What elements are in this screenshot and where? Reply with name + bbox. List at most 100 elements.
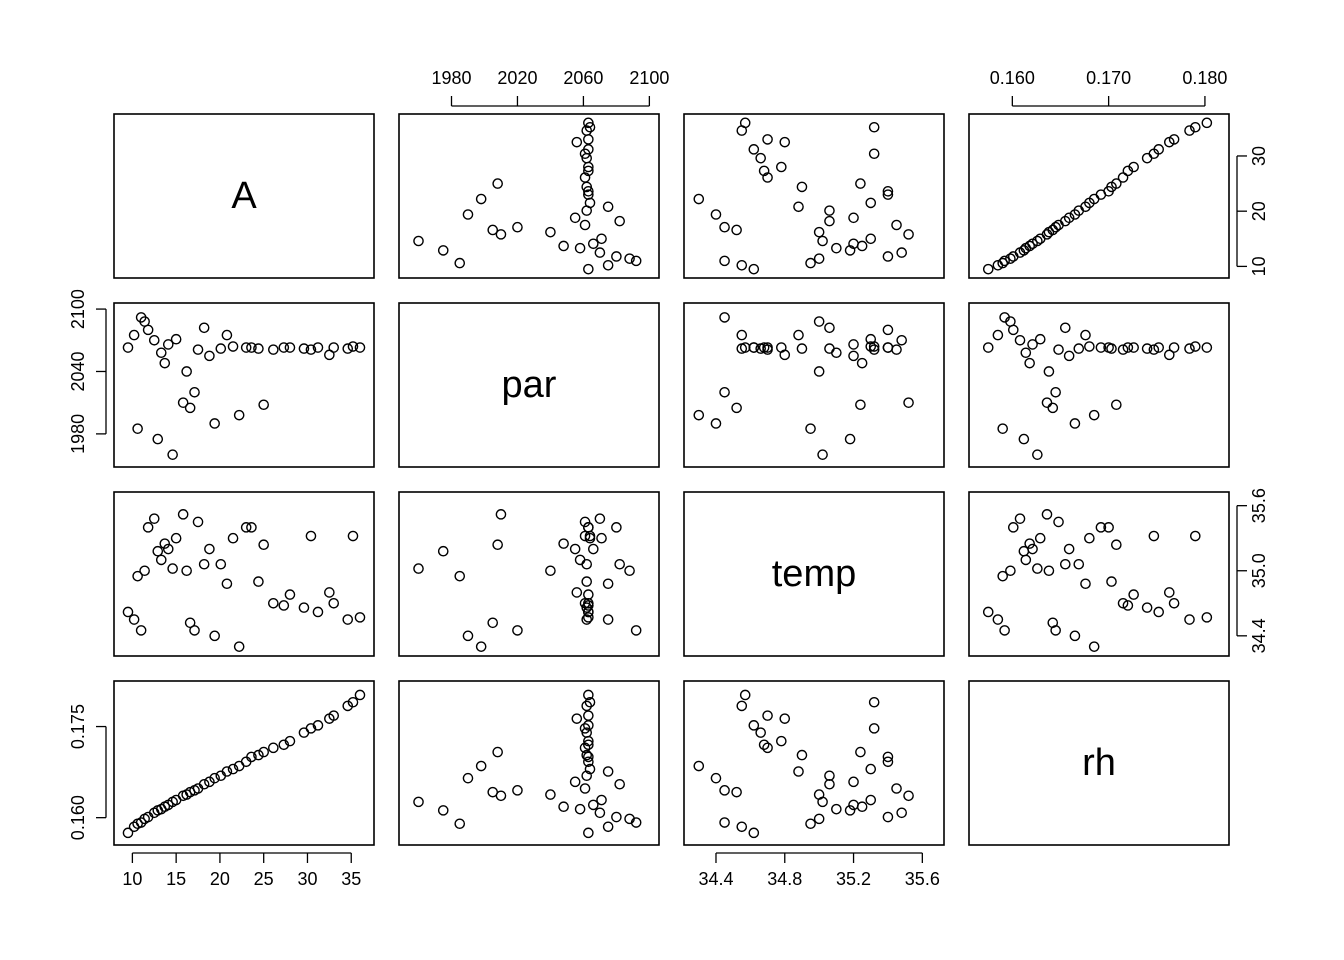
point-A-rh bbox=[1047, 224, 1059, 236]
point-A-par bbox=[584, 197, 596, 209]
point-rh-temp bbox=[748, 720, 760, 731]
point-rh-par bbox=[545, 789, 556, 800]
point-A-rh bbox=[1103, 186, 1114, 197]
point-par-A bbox=[305, 344, 317, 355]
point-A-temp bbox=[719, 221, 730, 233]
point-par-temp bbox=[813, 316, 825, 327]
point-temp-par bbox=[495, 509, 507, 520]
tick-label-right-A: 20 bbox=[1249, 201, 1269, 221]
point-par-rh bbox=[1059, 322, 1071, 334]
point-par-rh bbox=[1148, 344, 1160, 355]
point-temp-A bbox=[204, 543, 215, 555]
panel-temp-rh bbox=[968, 491, 1230, 657]
point-temp-A bbox=[189, 625, 200, 636]
point-temp-par bbox=[579, 516, 591, 528]
point-temp-par bbox=[611, 522, 622, 533]
point-par-temp bbox=[896, 334, 907, 346]
point-par-temp bbox=[882, 324, 894, 336]
point-par-temp bbox=[813, 366, 825, 377]
point-A-par bbox=[614, 215, 625, 227]
tick-label-bottom-A: 20 bbox=[210, 869, 230, 889]
point-A-par bbox=[495, 229, 507, 240]
point-rh-temp bbox=[903, 790, 914, 802]
point-A-rh bbox=[982, 263, 994, 275]
point-par-rh bbox=[1069, 418, 1081, 429]
point-A-temp bbox=[739, 117, 751, 129]
point-par-rh bbox=[1163, 349, 1175, 361]
point-par-A bbox=[246, 342, 257, 353]
point-temp-A bbox=[342, 614, 354, 625]
variable-label-par: par bbox=[502, 364, 557, 406]
point-temp-A bbox=[221, 578, 233, 590]
point-rh-A bbox=[354, 689, 366, 701]
point-par-A bbox=[132, 423, 143, 434]
point-temp-rh bbox=[1073, 558, 1085, 570]
point-par-rh bbox=[1153, 342, 1165, 353]
point-temp-rh bbox=[1080, 578, 1091, 590]
point-A-temp bbox=[865, 233, 877, 245]
point-temp-A bbox=[181, 565, 192, 577]
point-temp-rh bbox=[1014, 513, 1026, 524]
point-temp-rh bbox=[1168, 597, 1180, 609]
point-rh-temp bbox=[755, 727, 766, 738]
point-par-temp bbox=[844, 433, 856, 445]
point-A-rh bbox=[1163, 136, 1175, 148]
point-rh-temp bbox=[882, 756, 894, 768]
point-temp-A bbox=[132, 570, 143, 582]
point-A-temp bbox=[762, 134, 773, 145]
point-rh-temp bbox=[731, 786, 742, 798]
point-par-A bbox=[347, 341, 359, 352]
point-par-rh bbox=[1043, 366, 1055, 377]
point-par-A bbox=[152, 433, 164, 445]
point-temp-rh bbox=[1084, 532, 1095, 544]
point-A-temp bbox=[882, 186, 894, 197]
point-A-temp bbox=[848, 212, 859, 224]
point-A-rh bbox=[1189, 121, 1201, 133]
point-temp-rh bbox=[1201, 612, 1213, 623]
point-A-par bbox=[630, 255, 642, 267]
point-rh-temp bbox=[739, 689, 751, 701]
point-temp-A bbox=[258, 539, 269, 551]
point-A-par bbox=[569, 212, 581, 224]
point-temp-par bbox=[588, 543, 599, 555]
point-A-temp bbox=[779, 136, 791, 148]
point-rh-par bbox=[583, 751, 594, 763]
point-temp-rh bbox=[1007, 522, 1019, 533]
point-par-rh bbox=[1027, 339, 1038, 350]
point-A-rh bbox=[1148, 148, 1160, 160]
point-rh-temp bbox=[813, 813, 825, 825]
point-A-par bbox=[558, 240, 569, 252]
point-temp-A bbox=[328, 597, 340, 609]
point-par-rh bbox=[1201, 342, 1213, 353]
tick-label-top-rh: 0.160 bbox=[990, 68, 1035, 88]
point-rh-par bbox=[581, 770, 593, 782]
point-par-temp bbox=[758, 342, 770, 353]
point-temp-A bbox=[268, 597, 279, 609]
point-A-temp bbox=[793, 201, 804, 213]
point-rh-par bbox=[594, 807, 606, 819]
point-A-rh bbox=[1088, 193, 1100, 205]
tick-label-bottom-A: 15 bbox=[166, 869, 186, 889]
point-par-A bbox=[155, 347, 167, 359]
point-rh-A bbox=[246, 751, 257, 763]
point-temp-rh bbox=[1005, 565, 1016, 577]
point-temp-A bbox=[347, 530, 359, 542]
point-rh-temp bbox=[868, 696, 880, 708]
panel-A-rh bbox=[968, 113, 1230, 279]
tick-label-top-rh: 0.180 bbox=[1182, 68, 1227, 88]
point-A-temp bbox=[755, 152, 766, 164]
point-par-A bbox=[139, 316, 150, 327]
point-rh-A bbox=[132, 818, 143, 830]
point-par-temp bbox=[848, 350, 859, 362]
panel-rh-par bbox=[398, 680, 660, 846]
tick-label-top-par: 2100 bbox=[629, 68, 669, 88]
point-temp-A bbox=[192, 516, 204, 528]
point-A-temp bbox=[776, 161, 787, 173]
point-rh-temp bbox=[793, 766, 804, 777]
point-temp-rh bbox=[997, 570, 1009, 582]
point-A-par bbox=[413, 235, 424, 247]
point-rh-par bbox=[583, 710, 594, 721]
point-par-rh bbox=[1041, 397, 1053, 408]
point-A-par bbox=[574, 242, 586, 254]
point-A-rh bbox=[999, 255, 1010, 267]
